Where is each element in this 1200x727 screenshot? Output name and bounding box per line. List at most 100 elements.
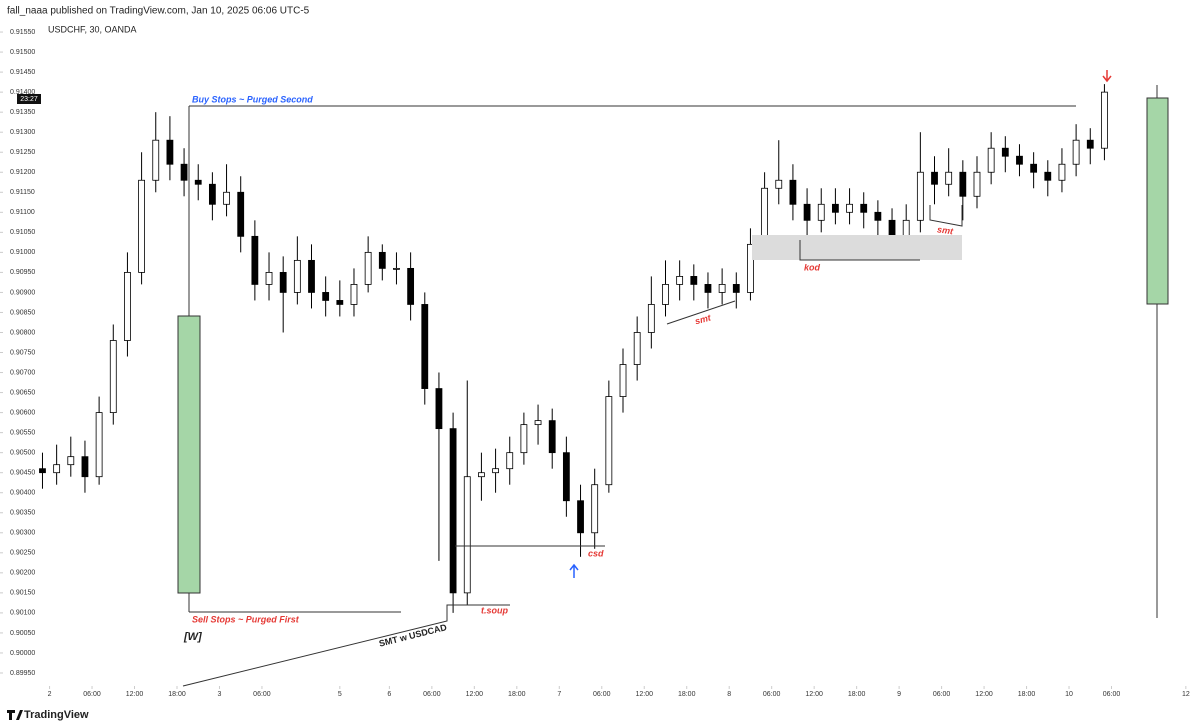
candle-body: [1101, 91, 1108, 149]
candle-body: [619, 364, 627, 397]
candle-body: [1044, 171, 1052, 181]
candle-body: [506, 452, 514, 470]
x-tick-label: 12: [1182, 691, 1190, 698]
up-arrow: [569, 563, 579, 578]
chart-title: USDCHF, 30, OANDA: [48, 24, 137, 34]
candle-body: [747, 243, 754, 293]
candle-body: [662, 284, 669, 305]
candle-body: [803, 203, 811, 221]
footer: TradingView: [24, 709, 89, 721]
x-tick-label: 6: [387, 691, 391, 698]
y-tick-label: 0.91000: [10, 249, 35, 256]
y-tick-label: 0.90150: [10, 590, 35, 597]
y-tick-label: 0.91250: [10, 149, 35, 156]
y-tick-label: 0.90700: [10, 369, 35, 376]
x-tick-label: 10: [1065, 691, 1073, 698]
x-tick-label: 2: [48, 691, 52, 698]
candle-body: [831, 203, 839, 213]
x-tick-label: 3: [218, 691, 222, 698]
candle-body: [81, 456, 89, 478]
y-tick-label: 0.90450: [10, 470, 35, 477]
x-tick-label: 12:00: [126, 691, 144, 698]
smt-line: [182, 604, 510, 687]
x-tick-label: 06:00: [763, 691, 781, 698]
x-tick-label: 18:00: [848, 691, 866, 698]
candle-body: [945, 171, 953, 185]
candle-body: [378, 251, 386, 269]
x-tick-label: 12:00: [466, 691, 484, 698]
y-tick-label: 0.91100: [10, 209, 35, 216]
candle-body: [789, 179, 797, 205]
x-tick-label: 12:00: [635, 691, 653, 698]
y-tick-label: 0.90400: [10, 490, 35, 497]
candle-body: [704, 284, 712, 293]
y-tick-label: 0.91400: [10, 89, 35, 96]
x-tick-label: 06:00: [933, 691, 951, 698]
x-tick-label: 18:00: [1018, 691, 1036, 698]
candle-body: [350, 284, 358, 305]
candle-body: [265, 271, 273, 285]
candle-body: [973, 171, 981, 197]
candle-body: [591, 484, 599, 534]
candle-body: [435, 388, 443, 430]
candle-body: [676, 276, 684, 285]
y-tick-label: 0.90800: [10, 329, 35, 336]
y-tick-label: 0.90600: [10, 409, 35, 416]
y-tick-label: 0.91500: [10, 49, 35, 56]
candle-body: [690, 276, 698, 285]
x-tick-label: 7: [557, 691, 561, 698]
candle-body: [407, 267, 415, 305]
x-tick-label: 5: [338, 691, 342, 698]
candle-body: [577, 500, 584, 534]
candle-body: [293, 259, 301, 293]
candle-body: [322, 292, 330, 301]
x-tick-label: 18:00: [678, 691, 696, 698]
y-tick-label: 0.90750: [10, 349, 35, 356]
annotation: smt: [936, 224, 954, 236]
candle-body: [251, 235, 259, 285]
drawings: [177, 70, 1169, 687]
candle-body: [860, 203, 868, 213]
candle-body: [67, 456, 75, 466]
annotation: Sell Stops ~ Purged First: [192, 614, 300, 624]
annotation: csd: [588, 548, 604, 558]
x-tick-label: 06:00: [253, 691, 271, 698]
candle-body: [874, 211, 882, 221]
candle-body: [53, 464, 61, 474]
kod-line: [799, 240, 920, 261]
y-tick-label: 0.91200: [10, 169, 35, 176]
candle-body: [152, 139, 160, 181]
candle-body: [534, 420, 542, 426]
candle-body: [633, 332, 641, 365]
x-tick-label: 06:00: [83, 691, 101, 698]
candle-body: [775, 179, 783, 189]
candle-body: [931, 171, 938, 185]
price-tag-box: [17, 94, 41, 104]
candle-body: [393, 267, 400, 270]
y-tick-label: 0.91350: [10, 109, 35, 116]
down-arrow: [1102, 70, 1112, 83]
candle-body: [1058, 163, 1066, 181]
annotation: smt: [694, 312, 713, 326]
candle-body: [1016, 155, 1023, 165]
candle-body: [223, 191, 230, 205]
smt-line: [929, 205, 963, 227]
candle-body: [308, 259, 315, 293]
candle-body: [124, 271, 131, 341]
y-tick-label: 0.91450: [10, 69, 35, 76]
y-tick-label: 0.91550: [10, 29, 35, 36]
price-tag: 23:27: [20, 96, 38, 103]
x-tick-label: 06:00: [1103, 691, 1121, 698]
y-tick-label: 0.90000: [10, 650, 35, 657]
candle-body: [605, 396, 613, 486]
y-tick-label: 0.90950: [10, 269, 35, 276]
annotation: Buy Stops ~ Purged Second: [192, 94, 313, 104]
y-tick-label: 0.91150: [10, 189, 35, 196]
htf-candle: [177, 315, 201, 594]
candle-body: [492, 468, 499, 474]
y-tick-label: 0.90650: [10, 389, 35, 396]
candle-body: [817, 203, 825, 221]
kod-zone: [752, 235, 962, 260]
candle-body: [364, 251, 372, 285]
